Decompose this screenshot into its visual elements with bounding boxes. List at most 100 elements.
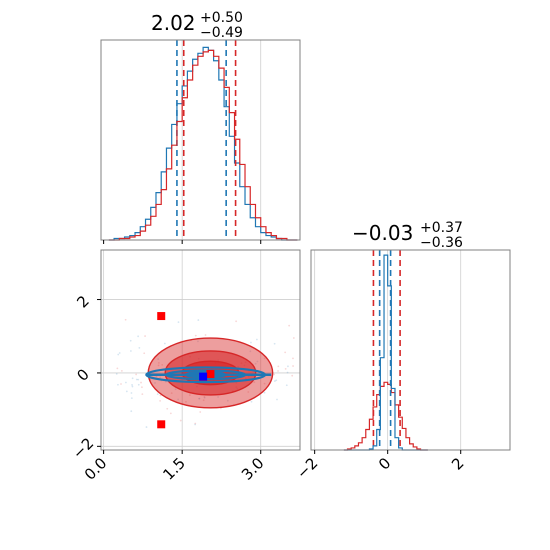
right-x-tick-label: 2 (448, 454, 467, 473)
joint-sample-dot (292, 357, 294, 360)
joint-sample-dot (273, 373, 276, 376)
joint-sample-dot (277, 370, 279, 372)
right-hist-series-1 (343, 254, 428, 451)
joint-sample-dot (135, 378, 138, 381)
joint-sample-dot (291, 374, 294, 377)
joint-sample-dot (179, 419, 182, 422)
joint-sample-dot (141, 386, 143, 389)
joint-sample-dot (254, 362, 257, 365)
joint-y-tick-label: 0 (73, 365, 92, 384)
joint-sample-dot (188, 394, 191, 397)
joint-sample-dot (130, 397, 133, 400)
joint-sample-dot (144, 335, 146, 337)
joint-sample-dot (157, 358, 160, 360)
joint-sample-dot (273, 342, 276, 345)
joint-sample-dot (159, 376, 162, 379)
joint-sample-dot (263, 382, 266, 385)
joint-sample-dot (284, 351, 287, 354)
right-histogram-title-minus: −0.36 (420, 235, 463, 251)
joint-sample-dot (131, 384, 133, 386)
joint-marker-2 (206, 370, 215, 379)
joint-y-tick-label: 2 (73, 292, 92, 311)
joint-sample-dot (169, 412, 172, 415)
joint-sample-dot (292, 337, 295, 339)
joint-sample-dot (137, 383, 140, 386)
joint-sample-dot (253, 381, 256, 384)
joint-sample-dot (263, 391, 266, 394)
joint-marker-1 (157, 420, 166, 429)
right-histogram-frame (310, 249, 511, 451)
joint-sample-dot (194, 422, 197, 425)
joint-sample-dot (273, 380, 276, 382)
joint-sample-dot (124, 318, 127, 321)
joint-sample-dot (177, 321, 180, 324)
joint-sample-dot (125, 390, 128, 393)
right-x-tick-label: 0 (375, 454, 394, 473)
joint-sample-dot (285, 384, 288, 387)
joint-sample-dot (157, 362, 160, 364)
joint-sample-dot (286, 371, 289, 374)
joint-sample-dot (276, 398, 278, 401)
joint-sample-dot (203, 395, 206, 398)
joint-sample-dot (235, 320, 238, 323)
joint-marker-3 (199, 372, 208, 381)
joint-sample-dot (263, 357, 266, 360)
joint-sample-dot (198, 397, 201, 400)
joint-sample-dot (143, 352, 146, 355)
joint-sample-dot (159, 399, 162, 402)
joint-sample-dot (154, 382, 156, 384)
joint-sample-dot (249, 350, 252, 353)
joint-sample-dot (117, 353, 120, 356)
joint-sample-dot (163, 342, 166, 345)
joint-sample-dot (170, 392, 173, 395)
joint-sample-dot (145, 426, 148, 428)
joint-sample-dot (115, 372, 118, 375)
joint-sample-dot (275, 379, 278, 382)
top-histogram-title-plus: +0.50 (200, 10, 243, 26)
right-histogram-title-plus: +0.37 (420, 220, 463, 236)
joint-sample-dot (156, 393, 159, 396)
joint-sample-dot (177, 398, 180, 401)
joint-sample-dot (202, 399, 205, 402)
joint-sample-dot (226, 399, 229, 402)
joint-sample-dot (129, 339, 132, 342)
joint-sample-dot (159, 394, 162, 397)
joint-sample-dot (194, 334, 197, 337)
joint-sample-dot (174, 388, 177, 391)
joint-sample-dot (118, 352, 121, 354)
joint-sample-dot (197, 340, 199, 343)
joint-sample-dot (284, 367, 287, 370)
joint-sample-dot (137, 378, 140, 381)
right-x-tick-label: −2 (293, 454, 321, 482)
joint-sample-dot (185, 400, 187, 403)
joint-sample-dot (131, 377, 134, 380)
joint-sample-dot (287, 365, 289, 368)
joint-sample-dot (130, 392, 133, 394)
joint-x-tick-label: 1.5 (159, 454, 189, 484)
joint-sample-dot (137, 335, 140, 338)
joint-sample-dot (131, 385, 134, 388)
joint-sample-dot (130, 410, 133, 413)
joint-sample-dot (217, 396, 219, 398)
joint-sample-dot (116, 367, 119, 370)
joint-sample-dot (198, 397, 201, 400)
joint-sample-dot (194, 423, 197, 426)
joint-sample-dot (120, 370, 123, 372)
joint-sample-dot (197, 319, 200, 321)
joint-sample-dot (292, 365, 294, 367)
joint-sample-dot (288, 324, 291, 327)
joint-x-tick-label: 3.0 (238, 454, 268, 484)
joint-sample-dot (250, 341, 252, 344)
joint-sample-dot (161, 363, 164, 366)
top-histogram-title-minus: −0.49 (200, 25, 243, 41)
top-hist-series-0 (108, 46, 298, 241)
joint-sample-dot (166, 407, 169, 410)
joint-sample-dot (199, 411, 202, 413)
right-hist-series-0 (343, 381, 428, 451)
joint-sample-dot (140, 381, 142, 384)
joint-sample-dot (204, 334, 207, 336)
joint-sample-dot (256, 360, 259, 363)
joint-sample-dot (117, 383, 119, 386)
joint-sample-dot (129, 350, 132, 352)
right-histogram-title: −0.03 (352, 221, 413, 245)
